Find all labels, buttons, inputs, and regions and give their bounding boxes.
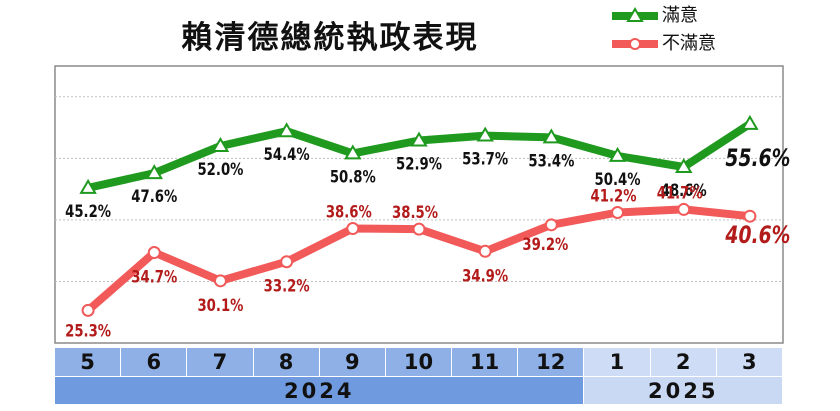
- month-tick-6: 6: [121, 348, 188, 376]
- dissatisfied-point-4: [346, 222, 360, 236]
- dissatisfied-label-3: 33.2%: [264, 276, 310, 296]
- satisfied-label-9: 48.6%: [661, 180, 707, 200]
- dissatisfied-label-1: 34.7%: [131, 267, 177, 287]
- month-tick-2: 2: [650, 348, 717, 376]
- dissatisfied-point-7: [544, 218, 558, 232]
- satisfied-label-3: 54.4%: [264, 145, 310, 165]
- month-tick-1: 1: [584, 348, 651, 376]
- satisfied-point-8: [608, 146, 627, 162]
- satisfied-point-0: [79, 178, 97, 194]
- satisfied-point-2: [211, 137, 230, 153]
- year-axis: 2024 2025: [55, 377, 783, 404]
- dissatisfied-label-6: 34.9%: [462, 266, 508, 286]
- dissatisfied-label-7: 39.2%: [522, 234, 568, 254]
- dissatisfied-label-4: 38.6%: [326, 202, 372, 222]
- year-label-2025: 2025: [584, 377, 783, 404]
- dissatisfied-point-3: [280, 255, 294, 269]
- month-axis: 5 6 7 8 9 10 11 12 1 2 3: [55, 348, 783, 376]
- satisfied-point-10: [741, 114, 759, 130]
- satisfied-point-9: [674, 157, 693, 173]
- year-label-2024: 2024: [55, 377, 585, 404]
- dissatisfied-label-10: 40.6%: [725, 222, 791, 250]
- satisfied-label-5: 52.9%: [396, 154, 442, 174]
- dissatisfied-point-8: [611, 206, 625, 220]
- satisfied-label-1: 47.6%: [131, 186, 177, 206]
- dissatisfied-point-6: [478, 244, 492, 258]
- month-tick-10: 10: [385, 348, 453, 376]
- satisfied-point-5: [410, 131, 428, 147]
- satisfied-point-1: [145, 164, 164, 180]
- dissatisfied-label-8: 41.2%: [591, 186, 637, 206]
- satisfied-label-6: 53.7%: [462, 149, 508, 169]
- month-tick-3: 3: [716, 348, 783, 376]
- satisfied-label-7: 53.4%: [528, 151, 574, 171]
- dissatisfied-point-5: [412, 222, 426, 236]
- satisfied-label-0: 45.2%: [65, 201, 111, 221]
- dissatisfied-point-2: [213, 274, 227, 288]
- dissatisfied-label-9: 41.7%: [657, 183, 703, 203]
- satisfied-label-4: 50.8%: [330, 167, 376, 187]
- month-tick-9: 9: [319, 348, 386, 376]
- circle-marker-icon: [612, 38, 658, 50]
- satisfied-point-7: [542, 128, 561, 144]
- dissatisfied-label-5: 38.5%: [392, 203, 438, 223]
- month-tick-7: 7: [187, 348, 254, 376]
- dissatisfied-label-0: 25.3%: [65, 321, 111, 341]
- month-tick-8: 8: [253, 348, 320, 376]
- satisfied-label-2: 52.0%: [197, 159, 243, 179]
- triangle-marker-icon: [612, 7, 658, 22]
- dissatisfied-point-1: [147, 246, 161, 260]
- legend-satisfied-label: 滿意: [662, 5, 698, 26]
- dissatisfied-label-2: 30.1%: [197, 295, 243, 315]
- month-tick-11: 11: [452, 348, 519, 376]
- dissatisfied-point-9: [677, 202, 691, 216]
- satisfied-label-8: 50.4%: [595, 169, 641, 189]
- satisfied-point-4: [344, 144, 362, 160]
- dissatisfied-point-10: [743, 209, 757, 223]
- dissatisfied-point-0: [81, 303, 95, 317]
- month-tick-5: 5: [55, 348, 122, 376]
- chart-title: 賴清德總統執政表現: [181, 20, 479, 56]
- satisfied-point-6: [476, 126, 494, 142]
- month-tick-12: 12: [518, 348, 585, 376]
- satisfied-point-3: [277, 122, 296, 138]
- plot-frame: [54, 65, 784, 344]
- legend-dissatisfied-label: 不滿意: [662, 33, 716, 54]
- satisfied-label-10: 55.6%: [725, 145, 790, 173]
